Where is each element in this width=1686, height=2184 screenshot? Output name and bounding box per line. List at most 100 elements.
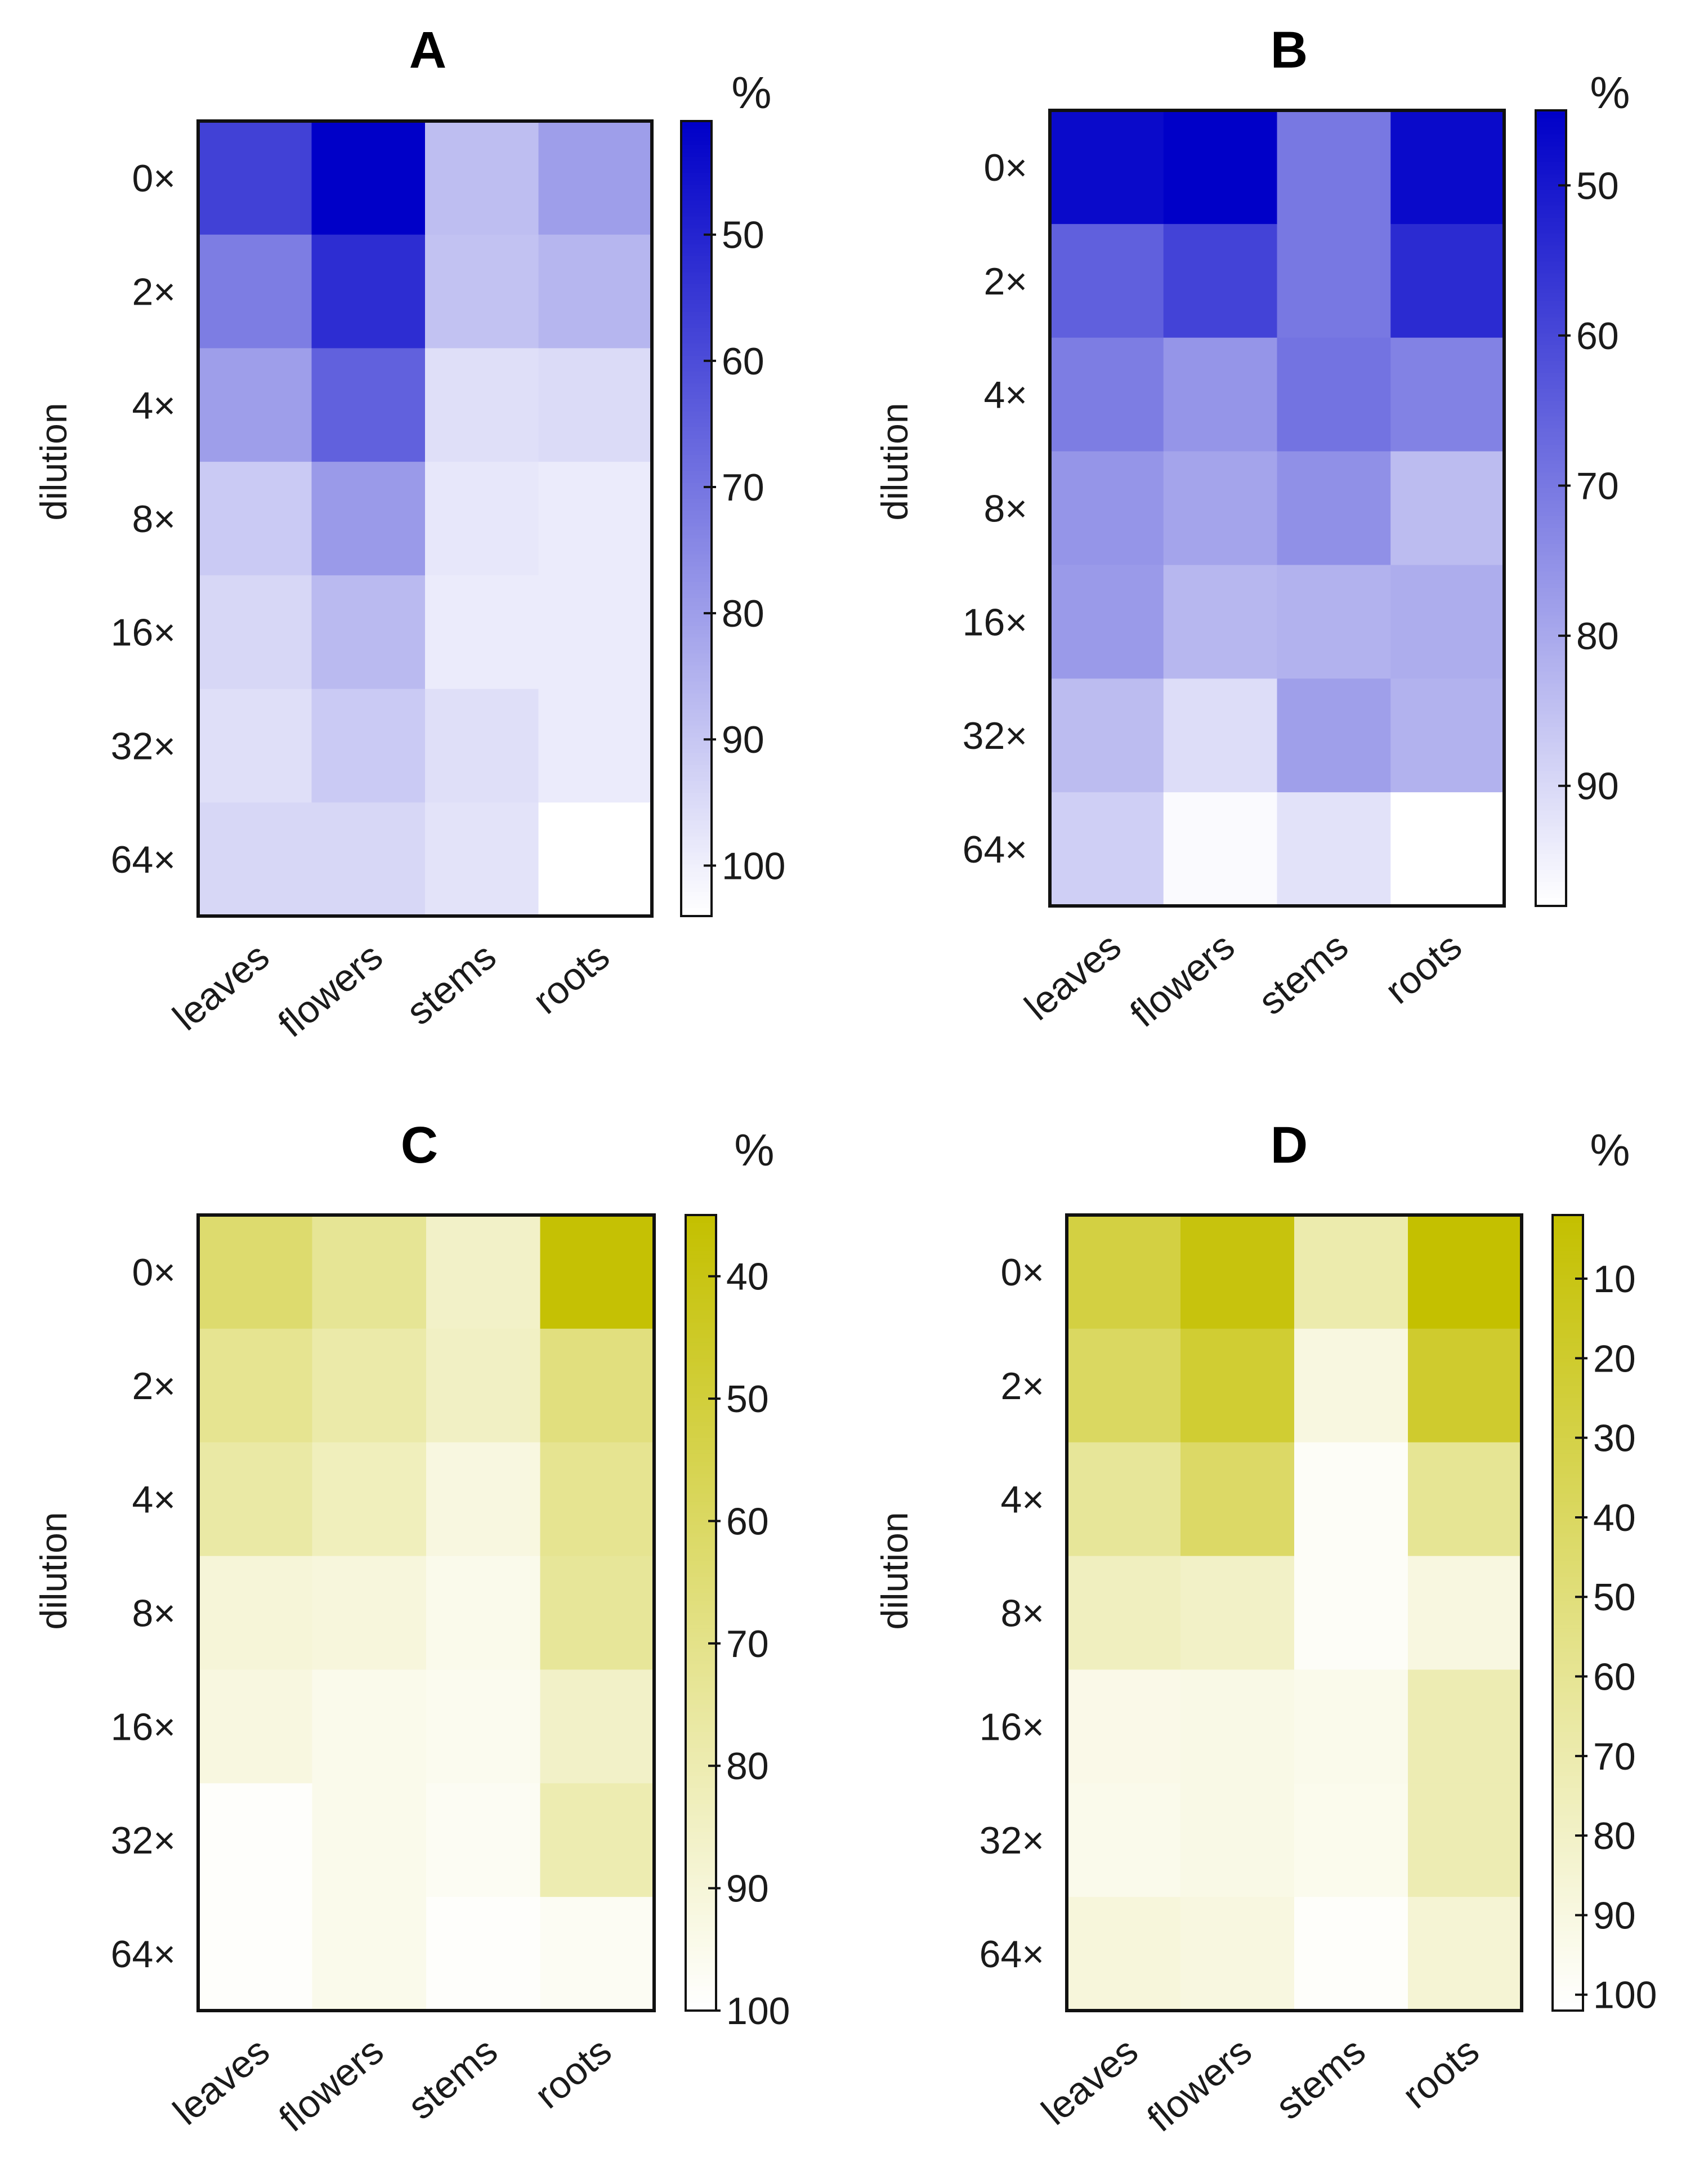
colorbar-segment <box>681 423 712 428</box>
colorbar-segment <box>1536 818 1566 823</box>
colorbar-segment <box>1536 126 1566 131</box>
x-tick-label: flowers <box>271 2029 392 2140</box>
x-tick-label: roots <box>1377 924 1470 1012</box>
colorbar-segment <box>1553 1437 1583 1442</box>
colorbar-segment <box>686 1835 716 1841</box>
colorbar-segment <box>1536 357 1566 361</box>
colorbar-segment <box>681 379 712 384</box>
y-tick-label: 4× <box>983 374 1027 417</box>
colorbar-segment <box>686 1839 716 1844</box>
colorbar-segment <box>1553 1231 1583 1236</box>
colorbar-segment <box>1553 1772 1583 1776</box>
heatmap-cell <box>311 462 426 576</box>
colorbar-segment <box>1553 1485 1583 1490</box>
colorbar-segment <box>1536 289 1566 294</box>
colorbar-segment <box>1553 1274 1583 1279</box>
colorbar-segment <box>681 212 712 217</box>
colorbar-segment <box>681 816 712 821</box>
colorbar-segment <box>1553 1605 1583 1610</box>
colorbar-segment <box>681 522 712 527</box>
heatmap-cell <box>426 1556 541 1671</box>
y-tick-label: 4× <box>132 1479 176 1521</box>
colorbar-segment <box>681 840 712 845</box>
colorbar-segment <box>686 1593 716 1598</box>
colorbar-segment <box>686 1620 716 1625</box>
colorbar-tick-label: 90 <box>726 1868 769 1910</box>
colorbar-segment <box>1536 524 1566 529</box>
colorbar-segment <box>1553 1649 1583 1653</box>
colorbar-segment <box>681 801 712 806</box>
heatmap-cell <box>1067 1783 1181 1897</box>
colorbar-segment <box>1536 321 1566 326</box>
colorbar-segment <box>686 1262 716 1267</box>
colorbar-segment <box>1553 1310 1583 1315</box>
colorbar-segment <box>1553 1489 1583 1494</box>
colorbar-segment <box>1553 1907 1583 1912</box>
colorbar-segment <box>1553 1740 1583 1745</box>
colorbar-segment <box>686 2002 716 2007</box>
colorbar-segment <box>686 1378 716 1383</box>
colorbar-segment <box>1553 1557 1583 1562</box>
colorbar-segment <box>1536 361 1566 365</box>
colorbar-tick-label: 80 <box>1576 615 1619 658</box>
colorbar-segment <box>1553 1851 1583 1856</box>
colorbar-segment <box>1553 1545 1583 1550</box>
colorbar-segment <box>681 582 712 587</box>
colorbar-segment <box>686 1756 716 1761</box>
colorbar-segment <box>686 1951 716 1955</box>
colorbar-segment <box>686 1565 716 1570</box>
panel-B-colorbar <box>1535 109 1567 907</box>
x-tick-label: roots <box>525 935 618 1022</box>
colorbar-segment <box>1553 1258 1583 1263</box>
heatmap-cell <box>1180 1783 1295 1897</box>
panel-D-plot-frame <box>1065 1213 1523 2012</box>
colorbar-segment <box>1553 1374 1583 1379</box>
colorbar-segment <box>1536 460 1566 465</box>
colorbar-segment <box>686 1708 716 1713</box>
y-tick-label: 0× <box>132 1251 176 1294</box>
colorbar-segment <box>1553 1223 1583 1227</box>
heatmap-cell <box>425 462 539 576</box>
colorbar-segment <box>686 1553 716 1558</box>
colorbar-segment <box>686 1640 716 1645</box>
colorbar-segment <box>686 1569 716 1574</box>
heatmap-cell <box>198 1556 313 1671</box>
colorbar-segment <box>681 542 712 547</box>
panel-A-y-ticks: 0× 2× 4× 8× 16× 32× 64× <box>111 157 176 881</box>
colorbar-segment <box>1536 886 1566 891</box>
colorbar-segment <box>1536 253 1566 258</box>
colorbar-segment <box>1536 631 1566 636</box>
colorbar-segment <box>681 824 712 829</box>
colorbar-segment <box>686 1971 716 1976</box>
colorbar-segment <box>686 1990 716 1995</box>
colorbar-segment <box>686 1227 716 1232</box>
colorbar-segment <box>1536 854 1566 859</box>
colorbar-segment <box>681 387 712 392</box>
colorbar-segment <box>1553 1919 1583 1924</box>
colorbar-segment <box>1553 1314 1583 1319</box>
colorbar-segment <box>686 1441 716 1446</box>
colorbar-segment <box>686 1879 716 1884</box>
colorbar-segment <box>1536 285 1566 290</box>
colorbar-segment <box>681 566 712 571</box>
colorbar-segment <box>681 284 712 289</box>
colorbar-segment <box>1553 1871 1583 1876</box>
colorbar-segment <box>1553 1645 1583 1649</box>
heatmap-cell <box>425 802 539 917</box>
colorbar-segment <box>686 1533 716 1538</box>
colorbar-segment <box>681 168 712 173</box>
colorbar-segment <box>681 701 712 706</box>
colorbar-segment <box>1536 476 1566 481</box>
colorbar-segment <box>681 558 712 563</box>
colorbar-segment <box>686 1477 716 1482</box>
colorbar-segment <box>686 1576 716 1582</box>
y-tick-label: 32× <box>111 725 176 767</box>
colorbar-segment <box>686 1915 716 1920</box>
heatmap-cell <box>1277 337 1391 452</box>
colorbar-segment <box>686 1732 716 1737</box>
colorbar-segment <box>1536 703 1566 708</box>
colorbar-segment <box>681 785 712 789</box>
colorbar-segment <box>686 1923 716 1928</box>
colorbar-tick-label: 40 <box>726 1256 769 1298</box>
colorbar-segment <box>1536 846 1566 851</box>
